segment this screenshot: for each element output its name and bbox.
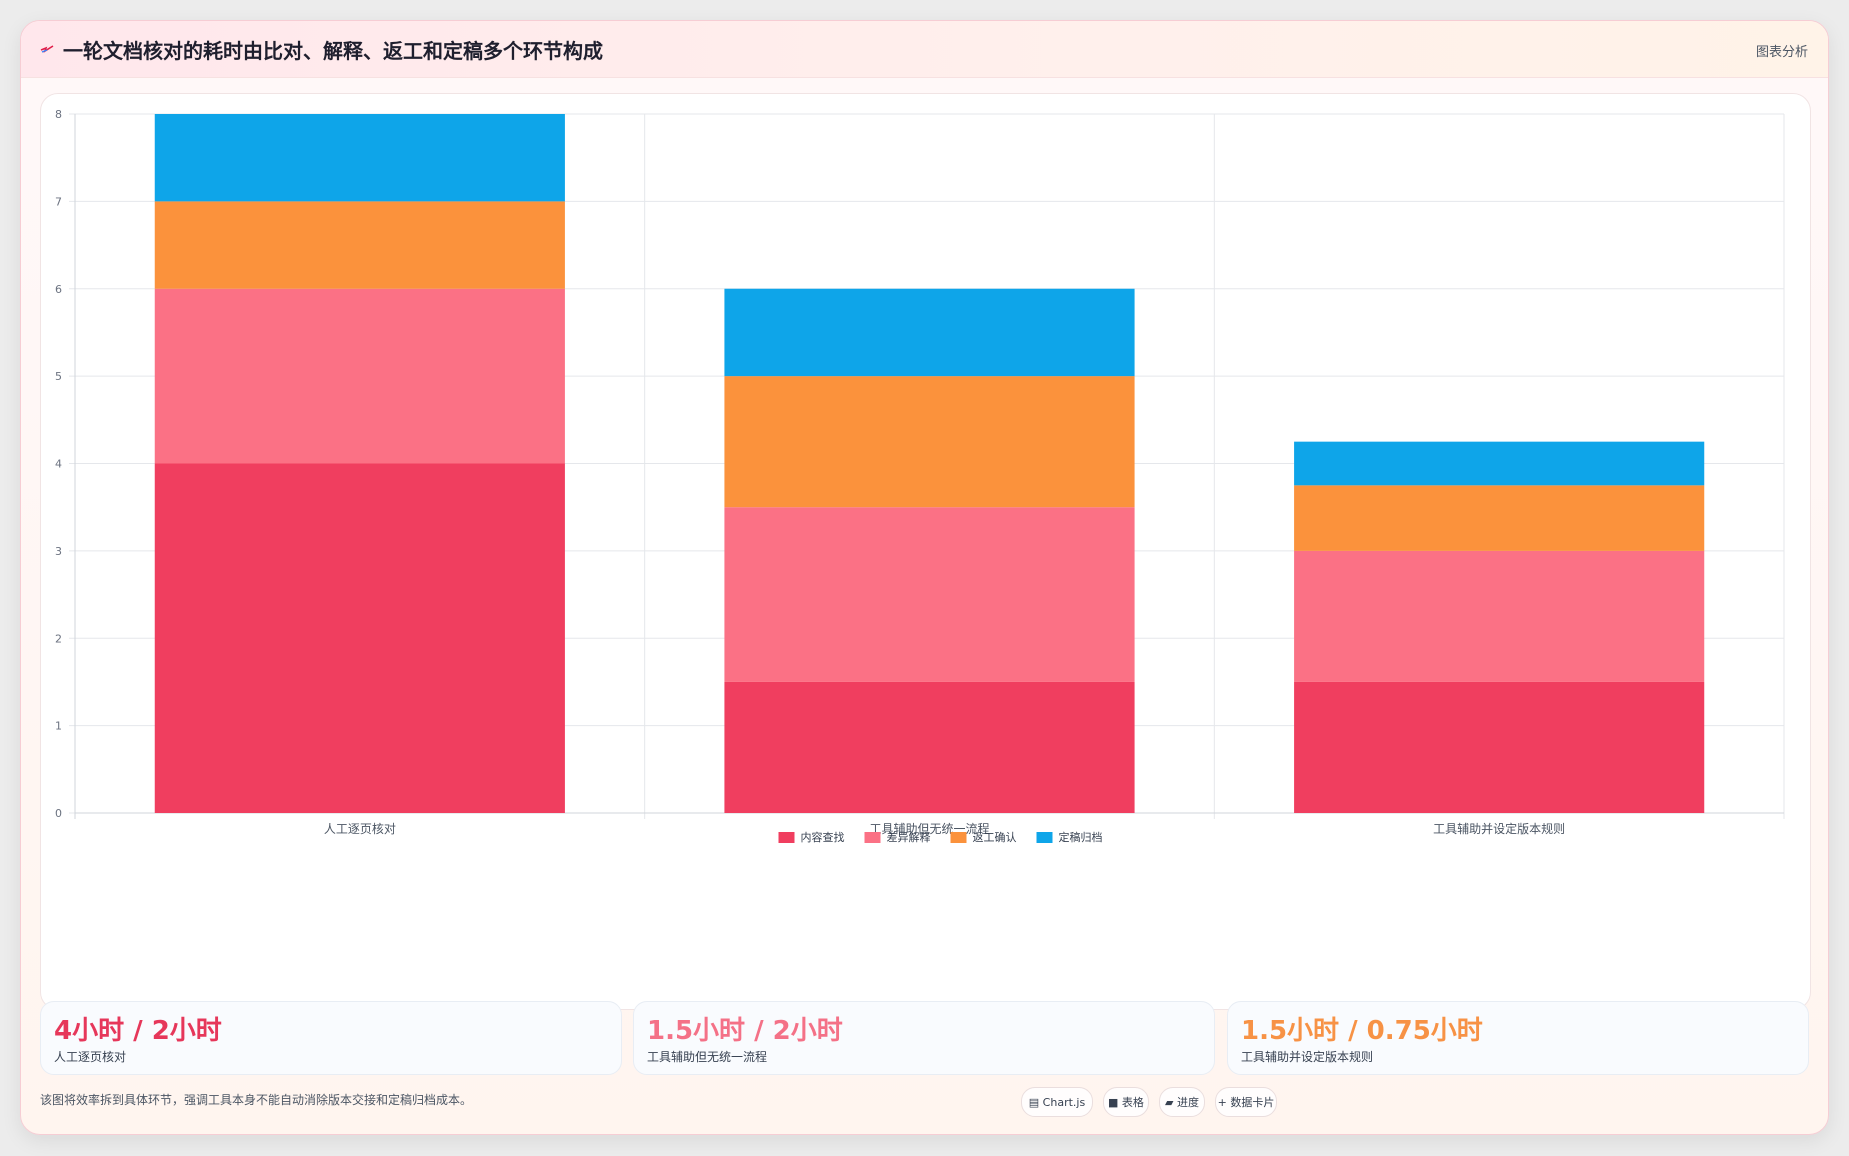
stat-value: 4小时 / 2小时 (54, 1016, 222, 1046)
bar-segment (724, 507, 1135, 682)
legend-label: 内容查找 (801, 830, 845, 844)
stat-value: 1.5小时 / 0.75小时 (1241, 1016, 1483, 1046)
stat-card-3: 1.5小时 / 0.75小时 工具辅助并设定版本规则 (1227, 1001, 1809, 1075)
legend-swatch (950, 832, 967, 843)
bar-segment (724, 288, 1135, 377)
y-tick-label: 5 (55, 370, 62, 383)
chart-title: 一轮文档核对的耗时由比对、解释、返工和定稿多个环节构成 (63, 39, 603, 63)
legend-swatch (778, 832, 795, 843)
bar-segment (154, 463, 565, 813)
y-tick-label: 4 (55, 458, 62, 471)
bar-segment (1294, 485, 1705, 551)
bar-segment (154, 114, 565, 202)
x-tick-label: 人工逐页核对 (324, 822, 396, 836)
chart-card: 一轮文档核对的耗时由比对、解释、返工和定稿多个环节构成 图表分析 0 1 2 3 4 5 6… (20, 20, 1829, 1135)
bar-segment (154, 201, 565, 289)
chart-panel: 0 1 2 3 4 5 6 7 8 人工逐页核对 工具辅助但无统一流程 工具辅助并设定版本规则 内容查找… (40, 93, 1811, 1010)
footer-note: 该图将效率拆到具体环节，强调工具本身不能自动消除版本交接和定稿归档成本。 (40, 1093, 473, 1107)
bar-segment (154, 288, 565, 464)
bar-segment (1294, 441, 1705, 486)
stat-card-2: 1.5小时 / 2小时 工具辅助但无统一流程 (633, 1001, 1215, 1075)
card-header: 一轮文档核对的耗时由比对、解释、返工和定稿多个环节构成 图表分析 (21, 21, 1828, 78)
table-chip[interactable]: ■ 表格 (1103, 1087, 1149, 1117)
y-tick-label: 2 (55, 632, 62, 645)
spark-icon (40, 45, 54, 53)
stat-label: 工具辅助但无统一流程 (647, 1050, 768, 1064)
y-tick-label: 8 (55, 108, 62, 121)
y-tick-label: 0 (55, 807, 62, 820)
stat-label: 人工逐页核对 (54, 1050, 127, 1064)
x-tick-label: 工具辅助并设定版本规则 (1433, 821, 1565, 836)
chartjs-chip[interactable]: ▤ Chart.js (1021, 1087, 1093, 1117)
stat-value: 1.5小时 / 2小时 (647, 1016, 843, 1046)
legend-swatch (1036, 832, 1053, 843)
bar-segment (1294, 550, 1705, 682)
stat-cards: 4小时 / 2小时 人工逐页核对 1.5小时 / 2小时 工具辅助但无统一流程 … (40, 1001, 1809, 1075)
progress-chip[interactable]: ▰ 进度 (1159, 1087, 1205, 1117)
bar-segment (1294, 681, 1705, 813)
stat-label: 工具辅助并设定版本规则 (1241, 1050, 1374, 1064)
y-tick-label: 3 (55, 545, 62, 558)
bar-segment (724, 681, 1135, 813)
y-tick-label: 1 (55, 720, 62, 733)
bar-segment (724, 376, 1135, 508)
y-tick-label: 7 (55, 195, 62, 208)
stat-card-1: 4小时 / 2小时 人工逐页核对 (40, 1001, 622, 1075)
legend-swatch (864, 832, 881, 843)
legend-label: 差异解释 (887, 830, 931, 844)
analysis-tag[interactable]: 图表分析 (1755, 45, 1808, 60)
legend-label: 返工确认 (973, 831, 1017, 844)
legend-label: 定稿归档 (1059, 830, 1103, 844)
y-tick-label: 6 (55, 283, 62, 296)
data-card-chip[interactable]: + 数据卡片 (1215, 1087, 1277, 1117)
